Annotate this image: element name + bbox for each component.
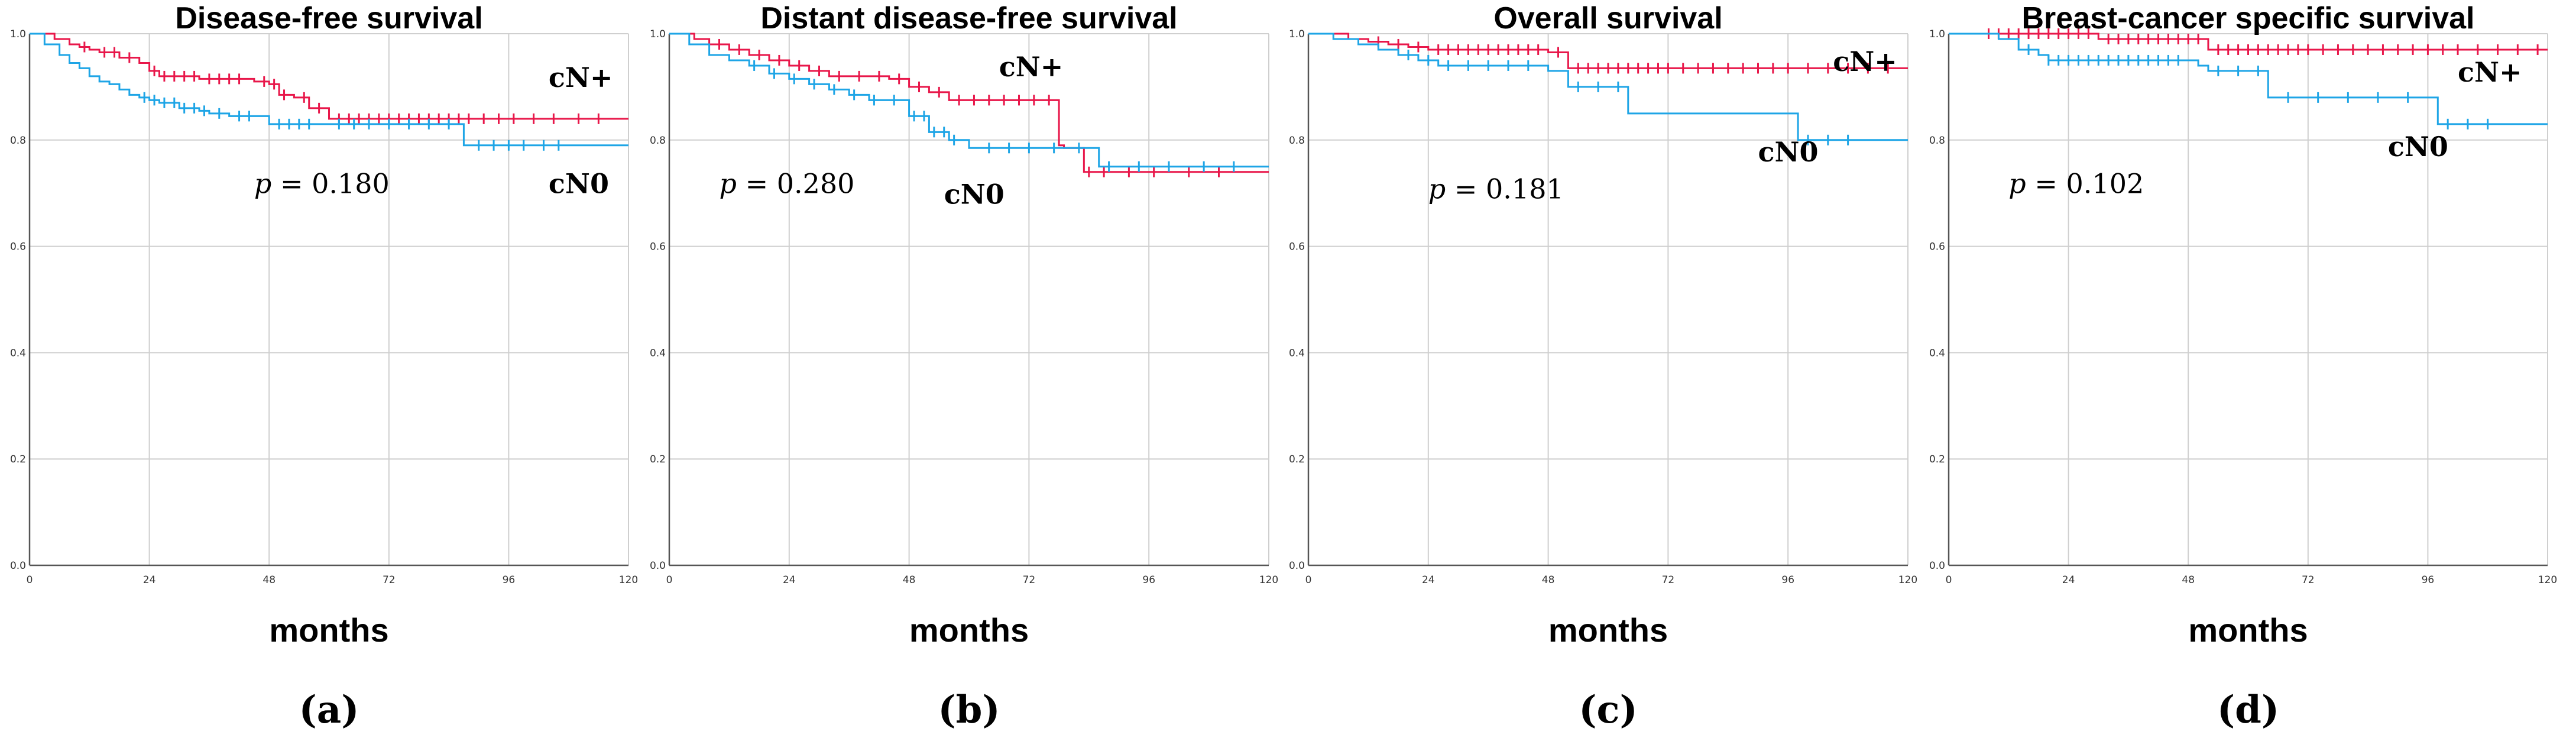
y-tick-label: 0.8 — [10, 135, 26, 147]
x-axis-label: months — [269, 611, 388, 649]
km-panel-d: 0.0 0.2 0.4 0.6 0.8 1.0 0 24 48 72 96 120 cN+ cN0 p = … — [1929, 1, 2557, 732]
x-tick-label: 0 — [1305, 574, 1312, 586]
y-tick-label: 0.0 — [650, 560, 666, 572]
p-symbol: p — [1428, 173, 1446, 205]
x-tick-label: 0 — [27, 574, 33, 586]
x-tick-label: 48 — [1542, 574, 1555, 586]
km-curve-cn-plus — [1949, 33, 2548, 51]
x-tick-label: 24 — [1422, 574, 1435, 586]
y-tick-label: 0.0 — [10, 560, 26, 572]
series-label-cn0: cN0 — [944, 179, 1005, 211]
y-tick-label: 0.6 — [1289, 241, 1305, 253]
x-tick-label: 24 — [783, 574, 796, 586]
x-tick-label: 72 — [1662, 574, 1675, 586]
p-symbol: p — [254, 168, 271, 200]
p-value: = 0.102 — [2026, 168, 2144, 200]
y-tick-label: 0.2 — [10, 454, 26, 465]
y-tick-label: 0.0 — [1289, 560, 1305, 572]
x-tick-label: 72 — [1023, 574, 1036, 586]
series-label-cn0: cN0 — [549, 168, 609, 200]
x-axis-label: months — [1548, 611, 1668, 649]
km-panel-b: 0.0 0.2 0.4 0.6 0.8 1.0 0 24 48 72 96 120 cN+ cN0 p = … — [650, 1, 1278, 732]
x-axis-label: months — [2188, 611, 2308, 649]
p-value-annotation: p = 0.181 — [1428, 173, 1564, 205]
km-curve-cn0 — [1949, 33, 2548, 125]
panel-label: (a) — [299, 688, 359, 732]
x-tick-label: 120 — [619, 574, 638, 586]
x-tick-label: 120 — [1898, 574, 1917, 586]
series-label-cn-plus: cN+ — [2458, 56, 2522, 88]
x-tick-label: 24 — [2062, 574, 2075, 586]
chart-title: Distant disease-free survival — [760, 1, 1177, 35]
p-symbol: p — [2008, 168, 2026, 200]
panel-label: (d) — [2217, 688, 2279, 732]
x-tick-label: 96 — [503, 574, 516, 586]
y-tick-label: 0.6 — [10, 241, 26, 253]
x-tick-label: 24 — [143, 574, 156, 586]
km-curve-cn0 — [669, 33, 1269, 168]
p-value-annotation: p = 0.280 — [720, 168, 855, 200]
x-tick-label: 48 — [903, 574, 916, 586]
p-value: = 0.181 — [1446, 173, 1563, 205]
panel-label: (c) — [1579, 688, 1638, 732]
y-tick-label: 0.4 — [1289, 347, 1305, 359]
series-label-cn-plus: cN+ — [999, 51, 1064, 83]
x-tick-label: 120 — [1259, 574, 1278, 586]
p-symbol: p — [720, 168, 737, 200]
x-tick-label: 0 — [666, 574, 673, 586]
x-tick-label: 120 — [2538, 574, 2557, 586]
series-label-cn0: cN0 — [2388, 131, 2448, 163]
chart-title: Breast-cancer specific survival — [2022, 1, 2475, 35]
panel-label: (b) — [938, 688, 1000, 732]
series-label-cn-plus: cN+ — [549, 62, 613, 93]
x-tick-label: 0 — [1946, 574, 1952, 586]
p-value: = 0.280 — [737, 168, 854, 200]
km-curve-cn0 — [1308, 33, 1908, 141]
y-tick-label: 0.4 — [10, 347, 26, 359]
p-value-annotation: p = 0.102 — [2008, 168, 2144, 200]
y-tick-label: 0.4 — [1929, 347, 1945, 359]
x-tick-label: 48 — [2182, 574, 2195, 586]
km-panel-c: 0.0 0.2 0.4 0.6 0.8 1.0 0 24 48 72 96 120 cN+ cN0 p = … — [1289, 1, 1917, 732]
y-tick-label: 0.8 — [1929, 135, 1945, 147]
y-tick-label: 0.4 — [650, 347, 666, 359]
x-tick-label: 96 — [1142, 574, 1155, 586]
x-axis-label: months — [909, 611, 1029, 649]
y-tick-label: 0.2 — [1929, 454, 1945, 465]
y-tick-label: 0.2 — [1289, 454, 1305, 465]
km-curve-cn-plus — [30, 33, 628, 120]
x-tick-label: 96 — [1781, 574, 1794, 586]
y-tick-label: 1.0 — [650, 28, 666, 40]
x-tick-label: 48 — [263, 574, 276, 586]
km-curve-cn0 — [30, 33, 628, 147]
y-tick-label: 0.6 — [1929, 241, 1945, 253]
p-value: = 0.180 — [271, 168, 389, 200]
y-tick-label: 0.0 — [1929, 560, 1945, 572]
y-tick-label: 0.8 — [650, 135, 666, 147]
series-label-cn0: cN0 — [1758, 136, 1819, 168]
y-tick-label: 0.6 — [650, 241, 666, 253]
x-tick-label: 72 — [2302, 574, 2315, 586]
y-tick-label: 0.8 — [1289, 135, 1305, 147]
y-tick-label: 0.2 — [650, 454, 666, 465]
series-label-cn-plus: cN+ — [1833, 46, 1897, 77]
y-tick-label: 1.0 — [1289, 28, 1305, 40]
chart-title: Disease-free survival — [175, 1, 482, 35]
x-tick-label: 96 — [2422, 574, 2435, 586]
y-tick-label: 1.0 — [10, 28, 26, 40]
chart-title: Overall survival — [1493, 1, 1722, 35]
p-value-annotation: p = 0.180 — [254, 168, 390, 200]
x-tick-label: 72 — [383, 574, 396, 586]
km-panel-a: 0.0 0.2 0.4 0.6 0.8 1.0 0 24 48 72 96 120 cN+ cN0 p = … — [10, 1, 638, 732]
y-tick-label: 1.0 — [1929, 28, 1945, 40]
